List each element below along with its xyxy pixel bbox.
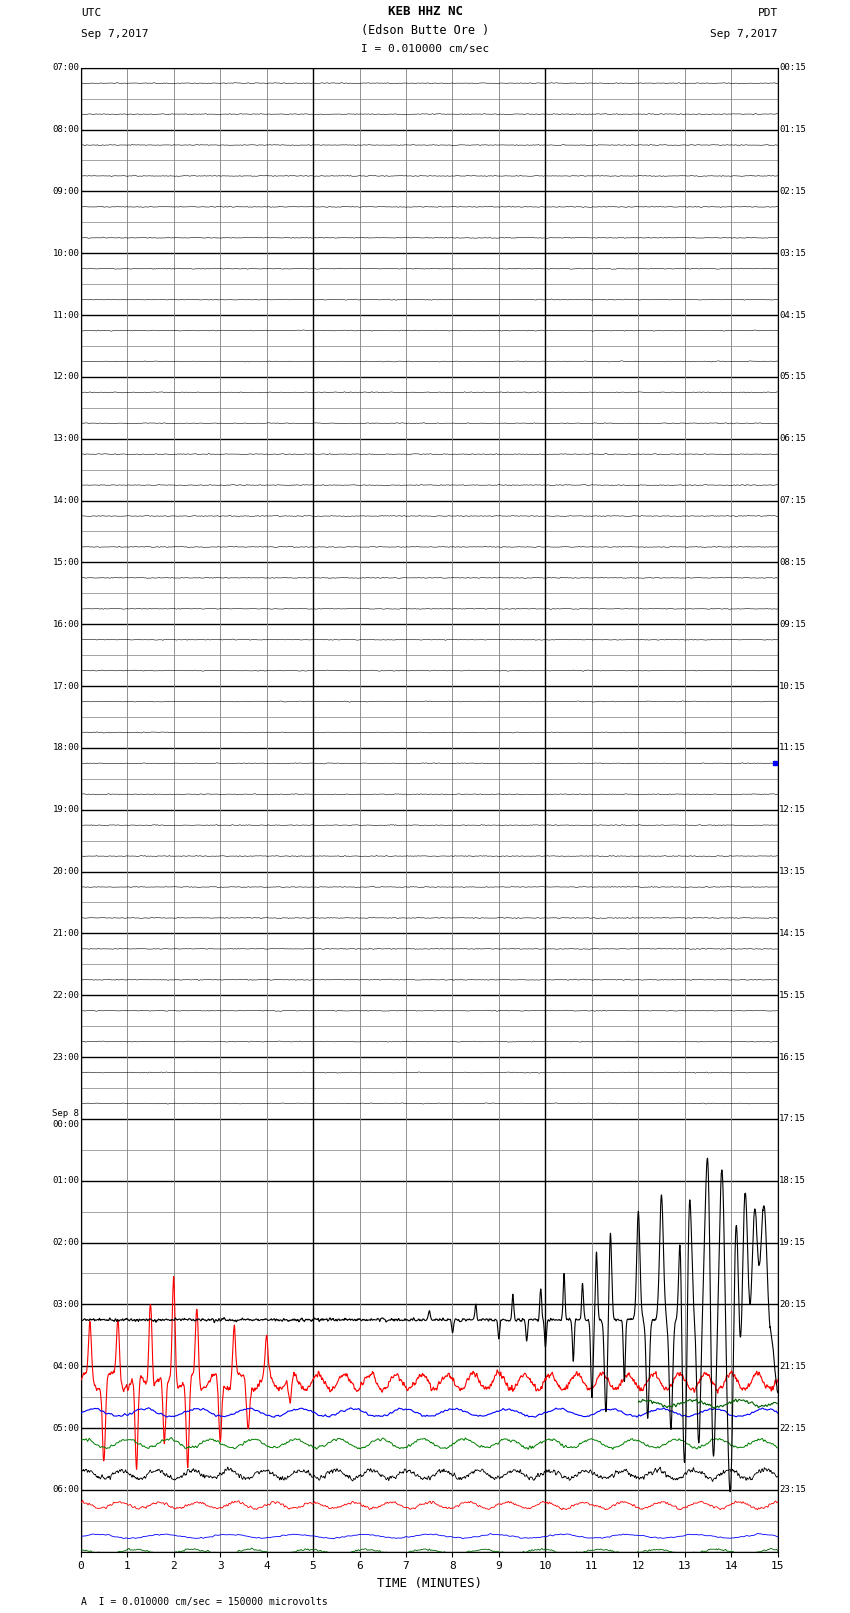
Text: 09:00: 09:00 [53, 187, 79, 195]
Text: Sep 7,2017: Sep 7,2017 [711, 29, 778, 39]
Text: 23:00: 23:00 [53, 1053, 79, 1061]
Text: 05:15: 05:15 [779, 373, 806, 381]
Text: 23:15: 23:15 [779, 1486, 806, 1494]
Text: 02:15: 02:15 [779, 187, 806, 195]
Text: 03:00: 03:00 [53, 1300, 79, 1308]
Text: 04:00: 04:00 [53, 1361, 79, 1371]
Text: 14:15: 14:15 [779, 929, 806, 937]
Text: 11:00: 11:00 [53, 311, 79, 319]
Text: KEB HHZ NC: KEB HHZ NC [388, 5, 462, 18]
Text: 04:15: 04:15 [779, 311, 806, 319]
X-axis label: TIME (MINUTES): TIME (MINUTES) [377, 1578, 482, 1590]
Text: 10:15: 10:15 [779, 682, 806, 690]
Text: 19:00: 19:00 [53, 805, 79, 815]
Text: 12:15: 12:15 [779, 805, 806, 815]
Text: 15:15: 15:15 [779, 990, 806, 1000]
Text: 15:00: 15:00 [53, 558, 79, 566]
Text: (Edson Butte Ore ): (Edson Butte Ore ) [361, 24, 489, 37]
Text: 02:00: 02:00 [53, 1239, 79, 1247]
Text: 20:15: 20:15 [779, 1300, 806, 1308]
Text: 08:15: 08:15 [779, 558, 806, 566]
Text: PDT: PDT [757, 8, 778, 18]
Text: 10:00: 10:00 [53, 248, 79, 258]
Text: 22:15: 22:15 [779, 1424, 806, 1432]
Text: 01:15: 01:15 [779, 126, 806, 134]
Text: 14:00: 14:00 [53, 497, 79, 505]
Text: 22:00: 22:00 [53, 990, 79, 1000]
Text: Sep 7,2017: Sep 7,2017 [81, 29, 148, 39]
Text: 06:15: 06:15 [779, 434, 806, 444]
Text: 16:00: 16:00 [53, 619, 79, 629]
Text: 12:00: 12:00 [53, 373, 79, 381]
Text: 17:00: 17:00 [53, 682, 79, 690]
Text: 18:15: 18:15 [779, 1176, 806, 1186]
Text: 16:15: 16:15 [779, 1053, 806, 1061]
Text: 18:00: 18:00 [53, 744, 79, 752]
Text: A  I = 0.010000 cm/sec = 150000 microvolts: A I = 0.010000 cm/sec = 150000 microvolt… [81, 1597, 327, 1607]
Text: 07:00: 07:00 [53, 63, 79, 73]
Text: 06:00: 06:00 [53, 1486, 79, 1494]
Text: 17:15: 17:15 [779, 1115, 806, 1123]
Text: 01:00: 01:00 [53, 1176, 79, 1186]
Text: 13:15: 13:15 [779, 868, 806, 876]
Text: 00:15: 00:15 [779, 63, 806, 73]
Text: 07:15: 07:15 [779, 497, 806, 505]
Text: 09:15: 09:15 [779, 619, 806, 629]
Text: 08:00: 08:00 [53, 126, 79, 134]
Text: UTC: UTC [81, 8, 101, 18]
Text: Sep 8
00:00: Sep 8 00:00 [53, 1110, 79, 1129]
Text: 20:00: 20:00 [53, 868, 79, 876]
Text: 05:00: 05:00 [53, 1424, 79, 1432]
Text: 03:15: 03:15 [779, 248, 806, 258]
Text: 21:00: 21:00 [53, 929, 79, 937]
Text: 13:00: 13:00 [53, 434, 79, 444]
Text: 11:15: 11:15 [779, 744, 806, 752]
Text: 21:15: 21:15 [779, 1361, 806, 1371]
Text: I = 0.010000 cm/sec: I = 0.010000 cm/sec [361, 44, 489, 53]
Text: 19:15: 19:15 [779, 1239, 806, 1247]
